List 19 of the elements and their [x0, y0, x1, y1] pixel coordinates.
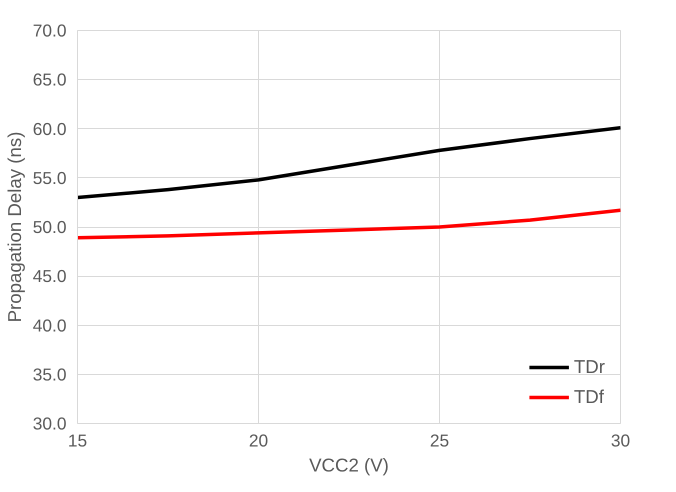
y-tick-label: 35.0	[32, 364, 67, 384]
legend-label: TDr	[574, 356, 605, 378]
y-tick-label: 70.0	[32, 20, 67, 40]
y-tick-label: 65.0	[32, 70, 67, 90]
line-series	[78, 208, 620, 240]
x-tick-label: 15	[68, 430, 88, 450]
y-tick-label: 55.0	[32, 168, 67, 188]
legend-label: TDf	[574, 386, 604, 408]
y-tick-label: 60.0	[32, 118, 67, 139]
y-axis-title: Propagation Delay (ns)	[4, 132, 25, 322]
line-series	[78, 126, 620, 200]
y-tick-label: 30.0	[32, 414, 67, 434]
x-tick-label: 25	[430, 430, 450, 450]
x-tick-label: 30	[610, 430, 630, 450]
y-tick-label: 40.0	[32, 315, 67, 336]
x-tick-label: 20	[248, 430, 268, 450]
x-axis-title: VCC2 (V)	[309, 454, 389, 476]
y-tick-label: 50.0	[32, 217, 67, 237]
y-tick-label: 45.0	[32, 266, 67, 286]
